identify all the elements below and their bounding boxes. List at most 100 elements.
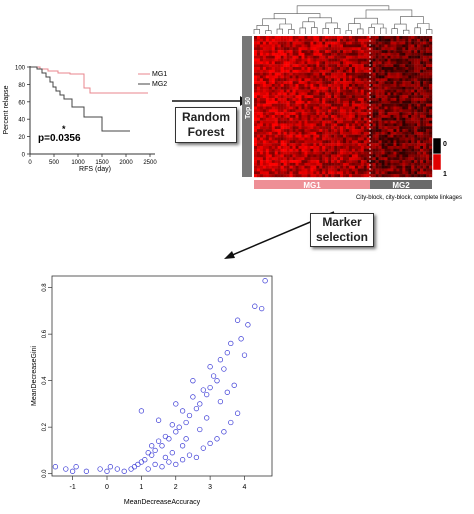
heatmap-cell	[408, 148, 412, 152]
heatmap-cell	[384, 145, 388, 149]
heatmap-cell	[343, 165, 347, 169]
heatmap-cell	[369, 98, 373, 102]
heatmap-cell	[417, 168, 421, 172]
heatmap-cell	[298, 44, 302, 48]
heatmap-cell	[343, 129, 347, 133]
heatmap-cell	[262, 165, 267, 169]
heatmap-cell	[274, 78, 278, 82]
x-ticks: 0 500 1000 1500 2000 2500	[28, 154, 157, 166]
heatmap-cell	[259, 95, 264, 99]
heatmap-cell	[372, 95, 376, 99]
scale-top-label: 0	[443, 141, 447, 148]
heatmap-cell	[334, 103, 338, 107]
heatmap-cell	[372, 114, 376, 118]
heatmap-cell	[357, 75, 361, 79]
heatmap-cell	[369, 83, 373, 87]
heatmap-cell	[316, 69, 320, 73]
heatmap-cell	[316, 103, 320, 107]
heatmap-cell	[399, 148, 403, 152]
heatmap-cell	[396, 78, 400, 82]
heatmap-cell	[319, 36, 323, 40]
heatmap-cell	[402, 151, 406, 155]
heatmap-cell	[310, 47, 314, 51]
heatmap-cell	[343, 126, 347, 130]
heatmap-cell	[429, 58, 433, 62]
heatmap-cell	[334, 72, 338, 76]
heatmap-cell	[331, 114, 335, 118]
heatmap-cell	[363, 154, 367, 158]
heatmap-cell	[429, 154, 433, 158]
heatmap-cell	[423, 86, 427, 90]
heatmap-cell	[369, 117, 373, 121]
heatmap-cell	[375, 171, 379, 175]
heatmap-cell	[378, 92, 382, 96]
heatmap-cell	[351, 72, 356, 76]
heatmap-cell	[393, 67, 397, 71]
heatmap-cell	[393, 145, 397, 149]
heatmap-cell	[277, 154, 281, 158]
heatmap-cell	[298, 89, 302, 93]
heatmap-cell	[274, 106, 278, 110]
heatmap-cell	[292, 55, 296, 59]
heatmap-cell	[298, 83, 302, 87]
heatmap-cell	[277, 92, 281, 96]
heatmap-cell	[405, 106, 409, 110]
heatmap-cell	[378, 50, 382, 54]
heatmap-cell	[331, 165, 335, 169]
x-tick-label: 2500	[143, 160, 157, 166]
heatmap-cell	[354, 126, 359, 130]
heatmap-cell	[393, 109, 397, 113]
heatmap-cell	[328, 50, 332, 54]
heatmap-cell	[310, 67, 314, 71]
heatmap-cell	[301, 129, 305, 133]
heatmap-cell	[334, 145, 338, 149]
heatmap-cell	[286, 64, 290, 68]
heatmap-cell	[384, 86, 388, 90]
heatmap-cell	[256, 145, 261, 149]
heatmap-cell	[307, 47, 311, 51]
heatmap-cell	[366, 36, 370, 40]
heatmap-cell	[343, 83, 347, 87]
heatmap-cell	[411, 160, 415, 164]
heatmap-cell	[310, 95, 314, 99]
heatmap-cell	[283, 157, 287, 161]
heatmap-cell	[259, 112, 264, 116]
heatmap-cell	[345, 109, 350, 113]
heatmap-cell	[328, 129, 332, 133]
heatmap-cell	[399, 52, 403, 56]
heatmap-cell	[417, 52, 421, 56]
heatmap-cell	[262, 69, 267, 73]
heatmap-cell	[369, 89, 373, 93]
heatmap-cell	[426, 92, 430, 96]
heatmap-cell	[310, 64, 314, 68]
heatmap-cell	[372, 120, 376, 124]
heatmap-cell	[334, 131, 338, 135]
heatmap-cell	[384, 41, 388, 45]
heatmap-cell	[301, 148, 305, 152]
heatmap-cell	[262, 131, 267, 135]
heatmap-cell	[283, 64, 287, 68]
heatmap-cell	[254, 134, 258, 138]
heatmap-cell	[369, 86, 373, 90]
heatmap-cell	[381, 95, 385, 99]
heatmap-cell	[295, 106, 299, 110]
heatmap-cell	[316, 100, 320, 104]
heatmap-cell	[322, 95, 326, 99]
heatmap-cell	[310, 44, 314, 48]
heatmap-cell	[301, 137, 305, 141]
heatmap-cell	[378, 171, 382, 175]
heatmap-cell	[429, 98, 433, 102]
heatmap-cell	[417, 148, 421, 152]
heatmap-cell	[396, 171, 400, 175]
heatmap-cell	[328, 131, 332, 135]
heatmap-cell	[271, 61, 275, 65]
heatmap-cell	[420, 55, 424, 59]
heatmap-cell	[393, 134, 397, 138]
heatmap-cell	[372, 55, 376, 59]
heatmap-cell	[301, 36, 305, 40]
heatmap-cell	[280, 86, 284, 90]
scatter-point	[83, 468, 90, 474]
heatmap-cell	[322, 106, 326, 110]
heatmap-cell	[316, 64, 320, 68]
heatmap-cell	[319, 157, 323, 161]
